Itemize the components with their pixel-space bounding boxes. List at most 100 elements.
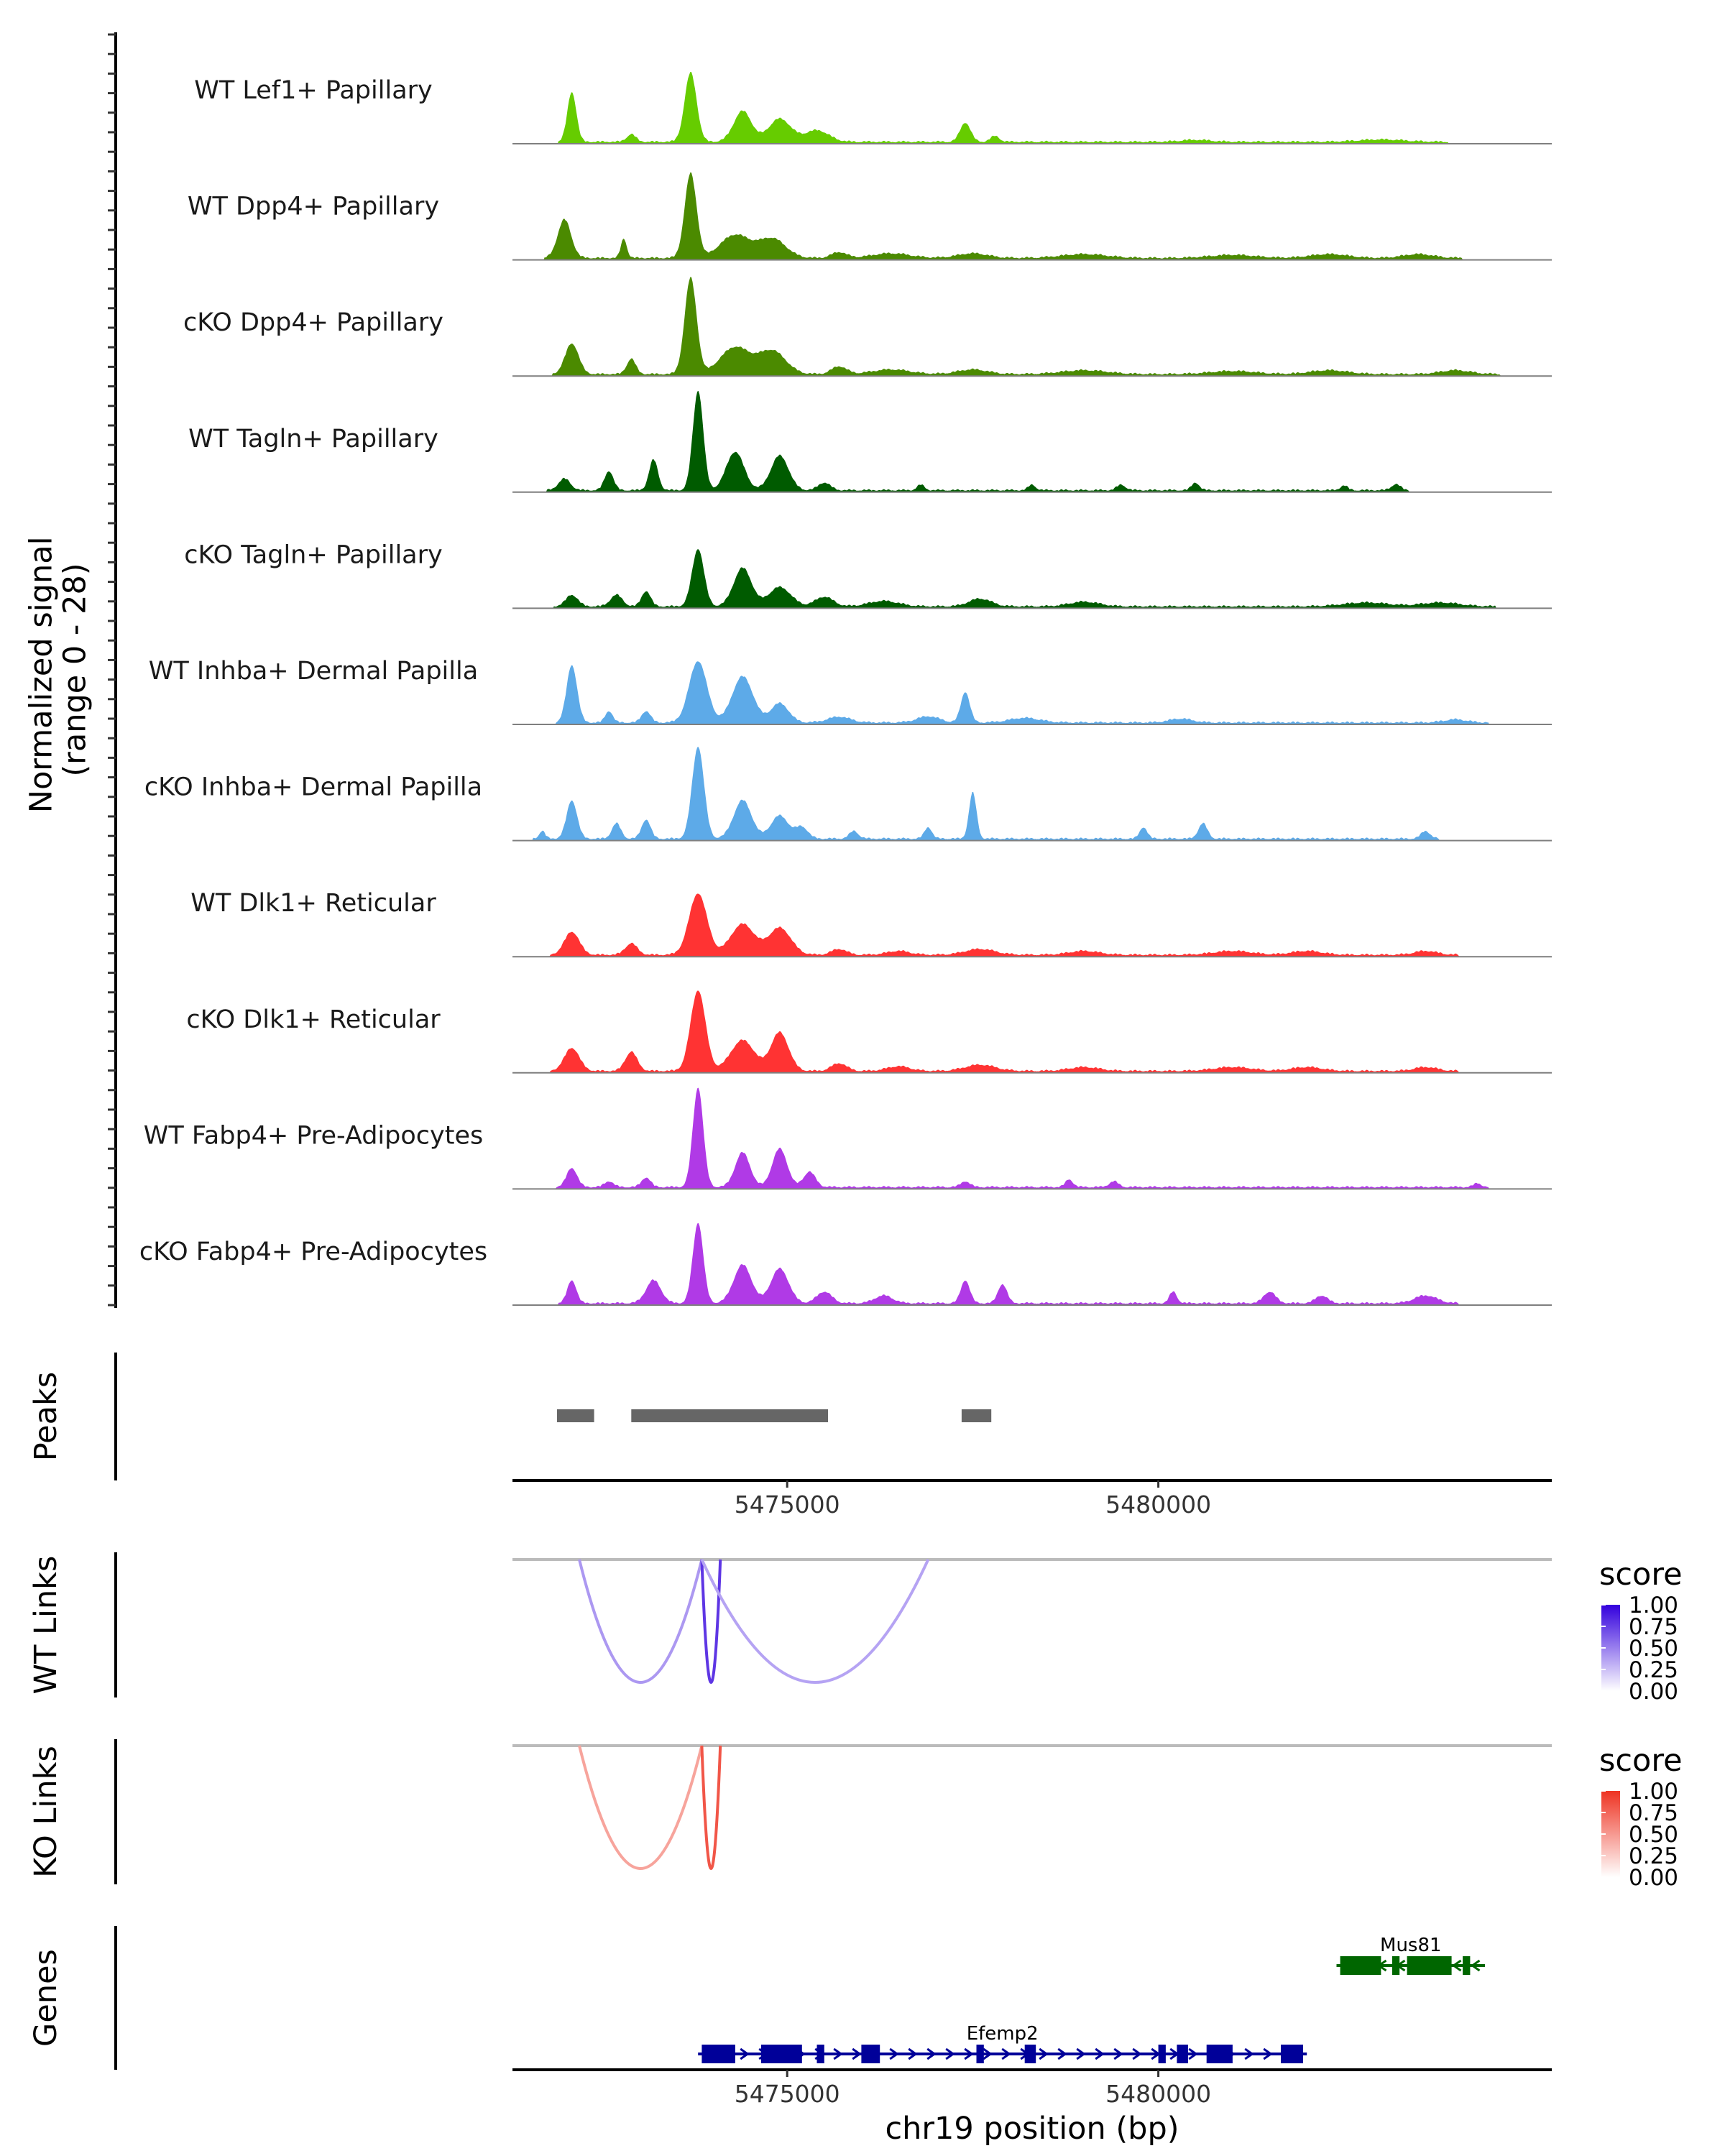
coverage-y-title-line-2: (range 0 - 28) [58,563,93,776]
coverage-track: cKO Tagln+ Papillary [184,540,1552,609]
gene-exon [1340,1956,1381,1975]
legend-tick-label: 0.00 [1629,1679,1678,1705]
peak-regions [557,1409,992,1422]
coverage-track-label: cKO Inhba+ Dermal Papilla [144,773,482,802]
strand-arrow [1001,2047,1011,2060]
coverage-signal [512,893,1552,957]
coverage-track-label: WT Tagln+ Papillary [188,425,438,453]
strand-arrow [964,2047,974,2060]
ko-legend-title: score [1599,1743,1683,1779]
coverage-track-label: cKO Dpp4+ Papillary [183,308,443,337]
gene-model: Efemp2 [698,2023,1307,2063]
strand-arrow [1076,2047,1086,2060]
legend-tick-label: 0.75 [1629,1800,1678,1826]
coverage-track: WT Tagln+ Papillary [188,390,1552,493]
coverage-signal [512,1222,1552,1305]
gene-exon [1281,2045,1303,2063]
strand-arrow [889,2047,899,2060]
ko-links-panel: KO Links score 1.000.750.500.250.00 [28,1739,1683,1891]
coverage-y-title-line-1: Normalized signal [23,536,59,813]
gene-exon [816,2045,824,2063]
wt-links-panel: WT Links score 1.000.750.500.250.00 [28,1552,1683,1705]
gene-exon [976,2045,984,2063]
coverage-signal [512,277,1552,377]
wt-links-label: WT Links [28,1556,64,1695]
legend-tick-label: 0.50 [1629,1636,1678,1662]
coverage-panel: Normalized signal (range 0 - 28) WT Lef1… [23,32,1552,1308]
coverage-y-ticks [108,33,116,1307]
coverage-signal [512,549,1552,609]
wt-links-legend: score 1.000.750.500.250.00 [1599,1557,1683,1705]
gene-exon [1392,1956,1400,1975]
legend-tick-label: 0.50 [1629,1822,1678,1848]
strand-arrow [1095,2047,1105,2060]
gene-exon [861,2045,880,2063]
genes-panel: Genes Mus81 Efemp2 5475000 5480000 chr19 p… [28,1926,1552,2147]
coverage-track: cKO Dlk1+ Reticular [186,990,1552,1074]
coverage-tracks: WT Lef1+ Papillary WT Dpp4+ Papillary cKO … [139,72,1552,1306]
coverage-signal [512,1087,1552,1189]
coverage-track: WT Inhba+ Dermal Papilla [149,657,1552,725]
strand-arrow [1451,1959,1462,1972]
peak-region [557,1409,594,1422]
strand-arrow [833,2047,843,2060]
legend-tick-label: 1.00 [1629,1593,1678,1618]
coverage-track-label: WT Fabp4+ Pre-Adipocytes [144,1121,483,1150]
strand-arrow [852,2047,862,2060]
peak-region [631,1409,828,1422]
strand-arrow [1244,2047,1254,2060]
link-arc [578,1745,704,1870]
gene-exon [1407,1956,1452,1975]
coverage-track-label: cKO Fabp4+ Pre-Adipocytes [139,1238,487,1266]
gene-exon [1158,2045,1166,2063]
link-arc [700,1559,930,1684]
link-arc [700,1745,722,1870]
ko-links-legend: score 1.000.750.500.250.00 [1599,1743,1683,1891]
ko-links-label: KO Links [28,1746,64,1878]
x-axis-title: chr19 position (bp) [885,2111,1179,2147]
link-arc [700,1559,722,1684]
gene-exon [1206,2045,1233,2063]
coverage-track: WT Dlk1+ Reticular [190,889,1552,958]
gene-label: Efemp2 [967,2023,1039,2045]
coverage-signal [512,747,1552,841]
strand-arrow [1132,2047,1142,2060]
peaks-panel: Peaks 5475000 5480000 [28,1353,1552,1519]
gene-exon [1463,1956,1471,1975]
genes-track-label: Genes [28,1949,64,2047]
ko-link-arcs [578,1745,722,1870]
strand-arrow [1057,2047,1067,2060]
legend-tick-label: 0.25 [1629,1657,1678,1683]
strand-arrow [740,2047,750,2060]
x-tick-label: 5480000 [1105,1491,1211,1519]
coverage-track: WT Fabp4+ Pre-Adipocytes [144,1087,1552,1190]
x-tick-label: 5475000 [735,2080,840,2108]
coverage-signal [512,990,1552,1073]
coverage-track-label: WT Dpp4+ Papillary [188,193,439,221]
coverage-track-label: cKO Tagln+ Papillary [184,540,443,569]
coverage-signal [512,390,1552,492]
strand-arrow [1470,1959,1481,1972]
gene-exon [1177,2045,1188,2063]
legend-tick-label: 0.00 [1629,1865,1678,1891]
strand-arrow [1039,2047,1049,2060]
wt-legend-title: score [1599,1557,1683,1593]
wt-link-arcs [578,1559,930,1684]
gene-models: Mus81 Efemp2 [698,1935,1485,2063]
link-arc [578,1559,704,1684]
strand-arrow [1113,2047,1123,2060]
legend-tick-label: 0.25 [1629,1843,1678,1869]
gene-exon [761,2045,802,2063]
strand-arrow [1263,2047,1273,2060]
strand-arrow [908,2047,918,2060]
coverage-track: cKO Fabp4+ Pre-Adipocytes [139,1222,1552,1306]
coverage-track-label: WT Lef1+ Papillary [194,76,433,105]
coverage-signal [512,172,1552,260]
coverage-signal [512,661,1552,724]
strand-arrow [945,2047,955,2060]
x-tick-label: 5480000 [1105,2080,1211,2108]
gene-exon [1024,2045,1036,2063]
legend-tick-label: 1.00 [1629,1779,1678,1805]
coverage-track: WT Lef1+ Papillary [194,72,1552,144]
